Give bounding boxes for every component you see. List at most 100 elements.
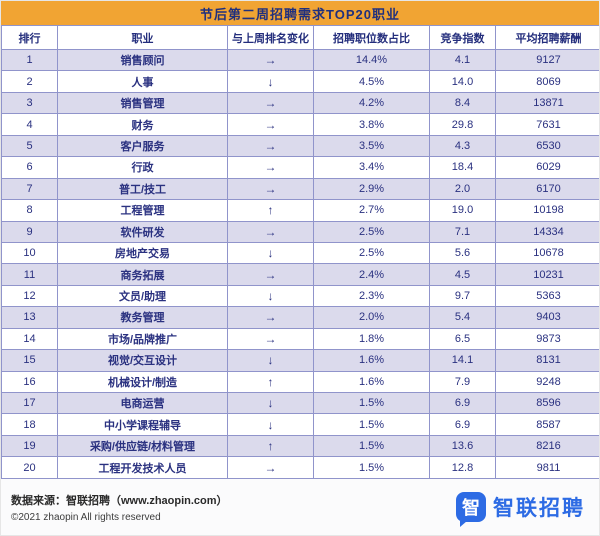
job-share-cell: 4.5% (313, 70, 430, 93)
table-row: 1 销售顾问 → 14.4% 4.1 9127 (1, 48, 599, 72)
arrow-down-icon: ↓ (267, 246, 274, 261)
competition-index-cell: 4.5 (429, 263, 496, 286)
job-share-cell: 3.4% (313, 156, 430, 179)
job-cell: 普工/技工 (57, 177, 228, 201)
job-share-cell: 2.5% (313, 241, 430, 265)
arrow-down-icon: ↓ (267, 417, 274, 432)
avg-salary-cell: 9873 (495, 327, 599, 351)
zhaopin-logo-text: 智联招聘 (493, 497, 585, 520)
competition-index-cell: 7.1 (429, 220, 496, 243)
job-share-cell: 3.5% (313, 134, 430, 158)
job-cell: 工程开发技术人员 (57, 456, 228, 479)
footer: 数据来源：智联招聘（www.zhaopin.com） ©2021 zhaopin… (1, 479, 599, 535)
rank-cell: 10 (1, 241, 58, 265)
title-bar: 节后第二周招聘需求TOP20职业 (1, 1, 599, 25)
competition-index-cell: 6.9 (429, 391, 496, 415)
rank-cell: 6 (1, 156, 58, 179)
arrow-right-icon: → (264, 460, 277, 475)
job-cell: 视觉/交互设计 (57, 349, 228, 372)
rank-cell: 8 (1, 199, 58, 222)
table-row: 12 文员/助理 ↓ 2.3% 9.7 5363 (1, 284, 599, 308)
competition-index-cell: 12.8 (429, 456, 496, 479)
rank-change-cell: → (227, 156, 314, 179)
avg-salary-cell: 8131 (495, 349, 599, 372)
arrow-up-icon: ↑ (267, 374, 274, 389)
header-job-share: 招聘职位数占比 (313, 25, 430, 50)
rank-cell: 5 (1, 134, 58, 158)
rank-cell: 14 (1, 327, 58, 351)
arrow-right-icon: → (264, 160, 277, 175)
page-title: 节后第二周招聘需求TOP20职业 (200, 6, 400, 22)
avg-salary-cell: 9248 (495, 370, 599, 394)
data-source: 数据来源：智联招聘（www.zhaopin.com） (11, 494, 228, 507)
table-body: 1 销售顾问 → 14.4% 4.1 9127 2 人事 ↓ 4.5% 14.0 8069 3 销售管理 →… (1, 48, 599, 479)
rank-change-cell: → (227, 177, 314, 201)
avg-salary-cell: 14334 (495, 220, 599, 243)
table-row: 3 销售管理 → 4.2% 8.4 13871 (1, 91, 599, 115)
arrow-right-icon: → (264, 117, 277, 132)
table-row: 13 教务管理 → 2.0% 5.4 9403 (1, 306, 599, 329)
competition-index-cell: 14.0 (429, 70, 496, 93)
job-cell: 教务管理 (57, 306, 228, 329)
table-row: 7 普工/技工 → 2.9% 2.0 6170 (1, 177, 599, 201)
arrow-down-icon: ↓ (267, 396, 274, 411)
job-cell: 客户服务 (57, 134, 228, 158)
job-share-cell: 3.8% (313, 113, 430, 136)
competition-index-cell: 14.1 (429, 349, 496, 372)
job-share-cell: 4.2% (313, 91, 430, 115)
rank-change-cell: ↓ (227, 284, 314, 308)
competition-index-cell: 7.9 (429, 370, 496, 394)
arrow-right-icon: → (264, 310, 277, 325)
zhaopin-logo-icon: 智 (456, 492, 486, 527)
table-row: 15 视觉/交互设计 ↓ 1.6% 14.1 8131 (1, 349, 599, 372)
rank-cell: 3 (1, 91, 58, 115)
table-row: 5 客户服务 → 3.5% 4.3 6530 (1, 134, 599, 158)
rank-cell: 18 (1, 413, 58, 436)
job-share-cell: 2.9% (313, 177, 430, 201)
table-row: 4 财务 → 3.8% 29.8 7631 (1, 113, 599, 136)
job-cell: 销售管理 (57, 91, 228, 115)
avg-salary-cell: 9811 (495, 456, 599, 479)
rank-cell: 4 (1, 113, 58, 136)
rank-cell: 17 (1, 391, 58, 415)
header-row: 排行 职业 与上周排名变化 招聘职位数占比 竞争指数 平均招聘薪酬 (1, 25, 599, 50)
rank-cell: 11 (1, 263, 58, 286)
rank-change-cell: → (227, 113, 314, 136)
arrow-right-icon: → (264, 138, 277, 153)
rank-change-cell: ↑ (227, 434, 314, 458)
rank-change-cell: ↑ (227, 199, 314, 222)
rank-cell: 16 (1, 370, 58, 394)
header-avg-salary: 平均招聘薪酬 (495, 25, 599, 50)
table-row: 8 工程管理 ↑ 2.7% 19.0 10198 (1, 199, 599, 222)
avg-salary-cell: 10231 (495, 263, 599, 286)
job-cell: 人事 (57, 70, 228, 93)
arrow-down-icon: ↓ (267, 289, 274, 304)
rank-change-cell: ↑ (227, 370, 314, 394)
job-share-cell: 2.5% (313, 220, 430, 243)
competition-index-cell: 2.0 (429, 177, 496, 201)
job-share-cell: 1.6% (313, 370, 430, 394)
competition-index-cell: 4.1 (429, 48, 496, 72)
competition-index-cell: 9.7 (429, 284, 496, 308)
rank-cell: 13 (1, 306, 58, 329)
arrow-right-icon: → (264, 331, 277, 346)
avg-salary-cell: 6530 (495, 134, 599, 158)
competition-index-cell: 6.9 (429, 413, 496, 436)
avg-salary-cell: 13871 (495, 91, 599, 115)
arrow-right-icon: → (264, 181, 277, 196)
avg-salary-cell: 8587 (495, 413, 599, 436)
job-share-cell: 1.5% (313, 456, 430, 479)
rank-cell: 1 (1, 48, 58, 72)
job-share-cell: 2.3% (313, 284, 430, 308)
header-rank-change: 与上周排名变化 (227, 25, 314, 50)
job-cell: 销售顾问 (57, 48, 228, 72)
competition-index-cell: 5.4 (429, 306, 496, 329)
job-cell: 文员/助理 (57, 284, 228, 308)
avg-salary-cell: 9127 (495, 48, 599, 72)
rank-change-cell: → (227, 220, 314, 243)
rank-change-cell: ↓ (227, 391, 314, 415)
rank-change-cell: → (227, 263, 314, 286)
zhaopin-logo: 智 智联招聘 (456, 492, 585, 527)
avg-salary-cell: 9403 (495, 306, 599, 329)
competition-index-cell: 4.3 (429, 134, 496, 158)
